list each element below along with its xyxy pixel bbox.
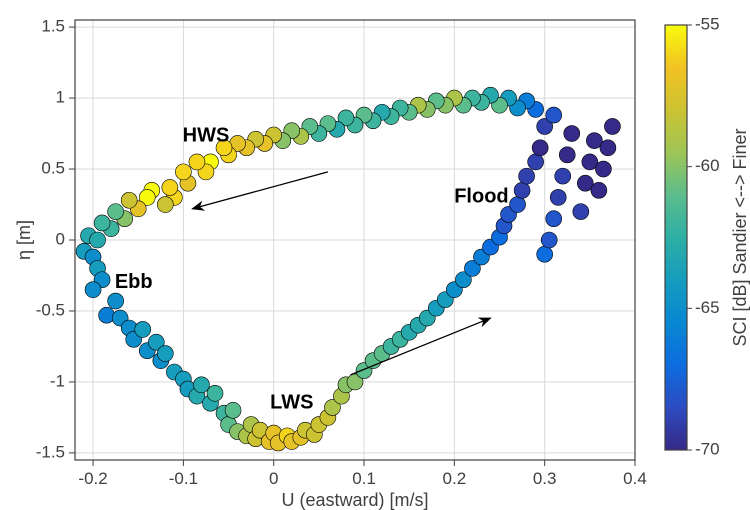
data-point bbox=[546, 211, 562, 227]
chart-annotation: LWS bbox=[270, 392, 313, 414]
data-point bbox=[564, 126, 580, 142]
chart-annotation: Ebb bbox=[115, 271, 153, 293]
data-point bbox=[225, 402, 241, 418]
chart-annotation: HWS bbox=[183, 125, 230, 147]
data-point bbox=[555, 168, 571, 184]
data-point bbox=[193, 377, 209, 393]
colorbar-tick-label: -60 bbox=[695, 156, 720, 175]
y-tick-label: 0 bbox=[56, 229, 65, 248]
data-point bbox=[162, 179, 178, 195]
data-point bbox=[157, 346, 173, 362]
data-point bbox=[559, 147, 575, 163]
y-axis-label: η [m] bbox=[14, 220, 34, 260]
colorbar-tick-label: -65 bbox=[695, 298, 720, 317]
colorbar-tick-label: -70 bbox=[695, 439, 720, 458]
data-point bbox=[90, 232, 106, 248]
data-point bbox=[121, 192, 137, 208]
data-point bbox=[528, 154, 544, 170]
x-tick-label: 0.2 bbox=[443, 469, 467, 488]
y-tick-label: -0.5 bbox=[36, 300, 65, 319]
data-point bbox=[85, 282, 101, 298]
y-tick-label: 0.5 bbox=[41, 159, 65, 178]
data-point bbox=[532, 140, 548, 156]
data-point bbox=[519, 168, 535, 184]
data-point bbox=[94, 215, 110, 231]
data-point bbox=[537, 246, 553, 262]
data-point bbox=[546, 107, 562, 123]
scatter-chart: HWS Flood Ebb LWS -0.2 -0.1 0 0.1 0.2 0.3 0.4 -1.5 -… bbox=[0, 0, 750, 510]
data-point bbox=[600, 140, 616, 156]
data-point bbox=[604, 118, 620, 134]
y-tick-label: 1 bbox=[56, 88, 65, 107]
data-point bbox=[207, 385, 223, 401]
data-point bbox=[157, 197, 173, 213]
colorbar-label: SCI [dB] Sandier <--> Finer bbox=[730, 128, 750, 346]
data-point bbox=[510, 197, 526, 213]
colorbar-tick-label: -55 bbox=[695, 14, 720, 33]
x-tick-label: -0.1 bbox=[169, 469, 198, 488]
y-tick-label: -1 bbox=[50, 371, 65, 390]
x-tick-label: 0.3 bbox=[533, 469, 557, 488]
data-point bbox=[189, 154, 205, 170]
data-point bbox=[514, 182, 530, 198]
colorbar bbox=[665, 25, 687, 450]
data-point bbox=[550, 189, 566, 205]
x-tick-label: -0.2 bbox=[78, 469, 107, 488]
data-point bbox=[595, 161, 611, 177]
x-axis-label: U (eastward) [m/s] bbox=[281, 490, 428, 510]
data-point bbox=[175, 164, 191, 180]
x-tick-label: 0.1 bbox=[352, 469, 376, 488]
data-point bbox=[99, 307, 115, 323]
data-point bbox=[573, 204, 589, 220]
x-tick-label: 0.4 bbox=[623, 469, 647, 488]
data-point bbox=[108, 293, 124, 309]
y-tick-label: -1.5 bbox=[36, 442, 65, 461]
y-tick-label: 1.5 bbox=[41, 17, 65, 36]
chart-annotation: Flood bbox=[454, 186, 508, 208]
data-point bbox=[135, 321, 151, 337]
x-tick-label: 0 bbox=[269, 469, 278, 488]
data-point bbox=[591, 182, 607, 198]
data-point bbox=[541, 232, 557, 248]
chart-svg: HWS Flood Ebb LWS -0.2 -0.1 0 0.1 0.2 0.3 0.4 -1.5 -… bbox=[0, 0, 750, 510]
data-point bbox=[108, 204, 124, 220]
